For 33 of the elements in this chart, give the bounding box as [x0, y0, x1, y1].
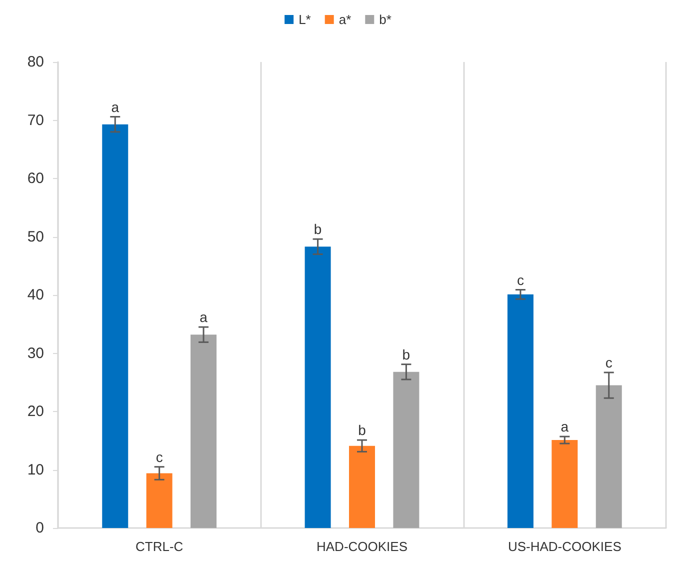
y-tick-label: 50 [27, 228, 44, 246]
data-label: b [358, 422, 366, 438]
data-label: c [516, 272, 524, 288]
x-tick-label: US-HAD-COOKIES [508, 539, 622, 554]
bar [190, 334, 217, 528]
data-label: a [200, 309, 208, 326]
data-label: a [111, 98, 120, 115]
bar [102, 124, 128, 528]
data-label: b [402, 346, 410, 362]
bar [304, 246, 331, 528]
y-tick-label: 40 [27, 286, 44, 304]
y-tick-label: 60 [27, 170, 44, 187]
y-tick-label: 0 [36, 520, 44, 536]
bar [146, 473, 172, 528]
y-tick-label: 20 [27, 403, 44, 420]
bar [349, 446, 375, 528]
legend-label: b* [379, 12, 392, 27]
y-tick-label: 80 [27, 54, 44, 70]
legend-label: L* [298, 12, 311, 27]
y-tick-label: 30 [27, 344, 44, 362]
data-label: a [560, 418, 569, 435]
x-tick-label: CTRL-C [135, 539, 184, 554]
bar [393, 372, 420, 528]
data-label: c [156, 448, 163, 465]
y-tick-label: 10 [27, 461, 44, 478]
data-label: b [314, 221, 322, 238]
bar [552, 440, 578, 528]
y-tick-label: 70 [27, 112, 44, 129]
bar [596, 385, 622, 528]
legend-label: a* [338, 12, 352, 27]
data-label: c [605, 354, 612, 370]
bar [507, 294, 534, 528]
x-tick-label: HAD-COOKIES [316, 539, 408, 554]
